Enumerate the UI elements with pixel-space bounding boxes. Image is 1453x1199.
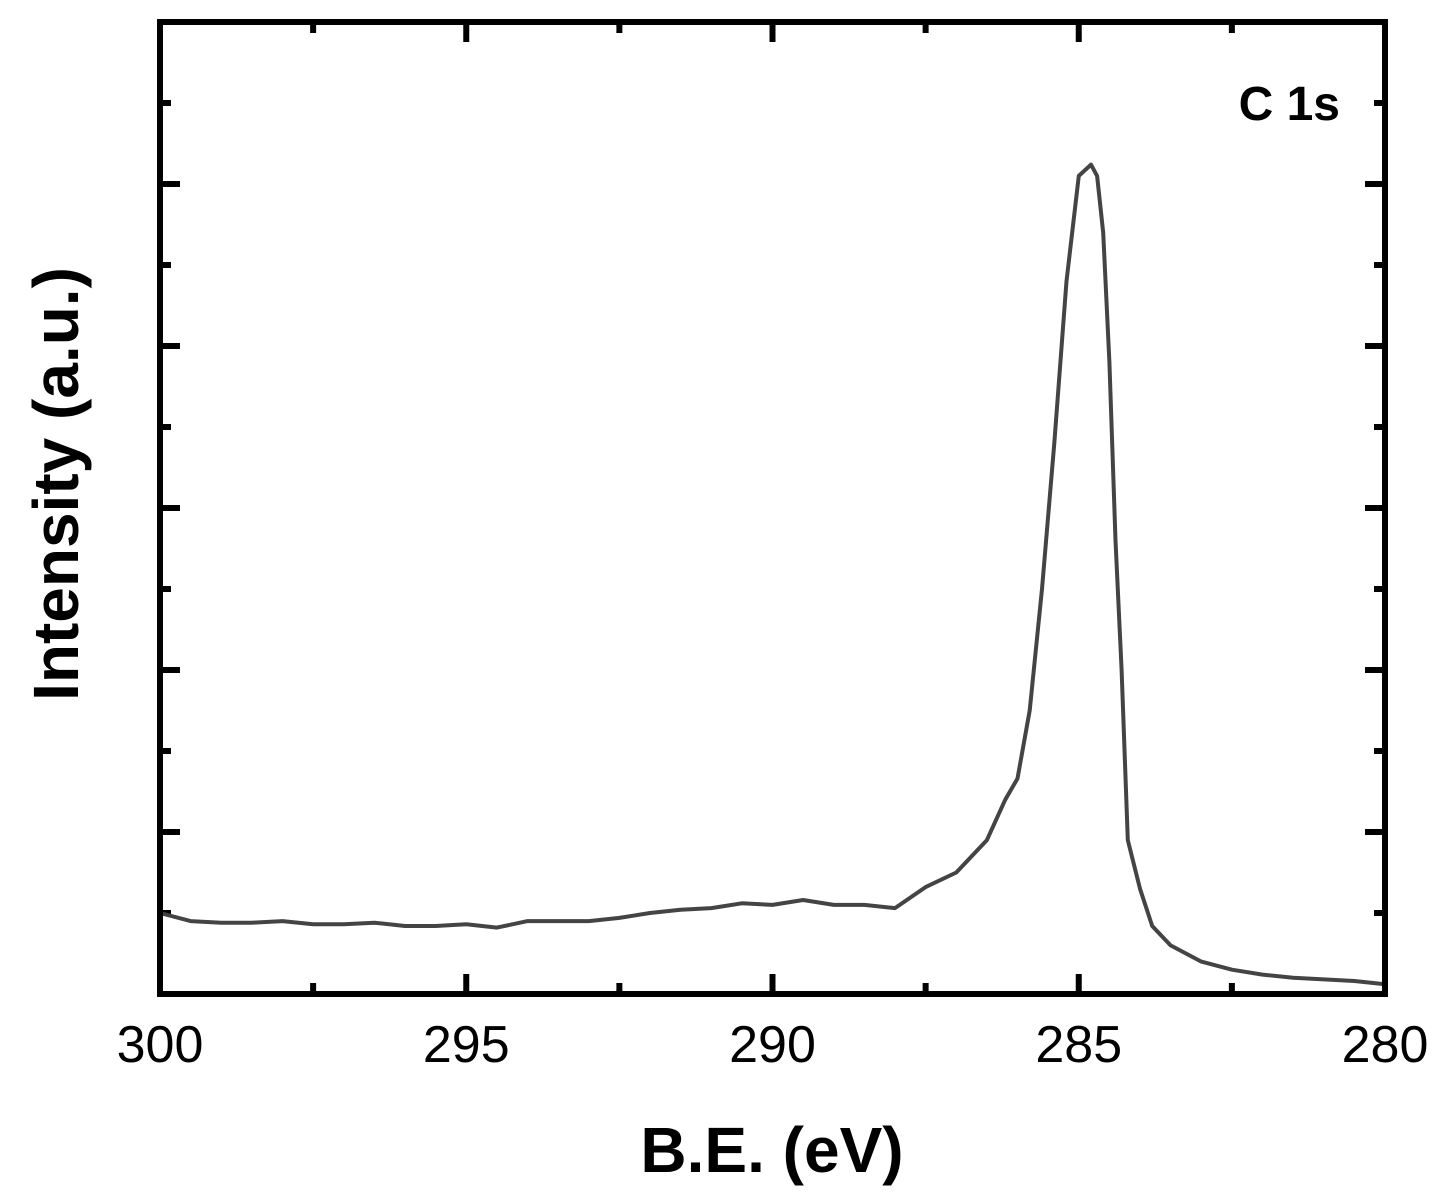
x-tick-labels: 300 295 290 285 280 (117, 1016, 1429, 1074)
x-tick-label: 280 (1342, 1016, 1429, 1074)
x-tick-label: 285 (1035, 1016, 1122, 1074)
x-tick-label: 290 (729, 1016, 816, 1074)
x-axis-title: B.E. (eV) (640, 1114, 903, 1186)
x-tick-label: 300 (117, 1016, 204, 1074)
c1s-spectrum-line (159, 162, 1386, 987)
y-axis-title: Intensity (a.u.) (20, 267, 92, 701)
plot-frame (157, 19, 1388, 997)
x-tick-label: 295 (423, 1016, 510, 1074)
tick-marks (157, 22, 1388, 994)
c1s-annotation: C 1s (1239, 78, 1340, 131)
